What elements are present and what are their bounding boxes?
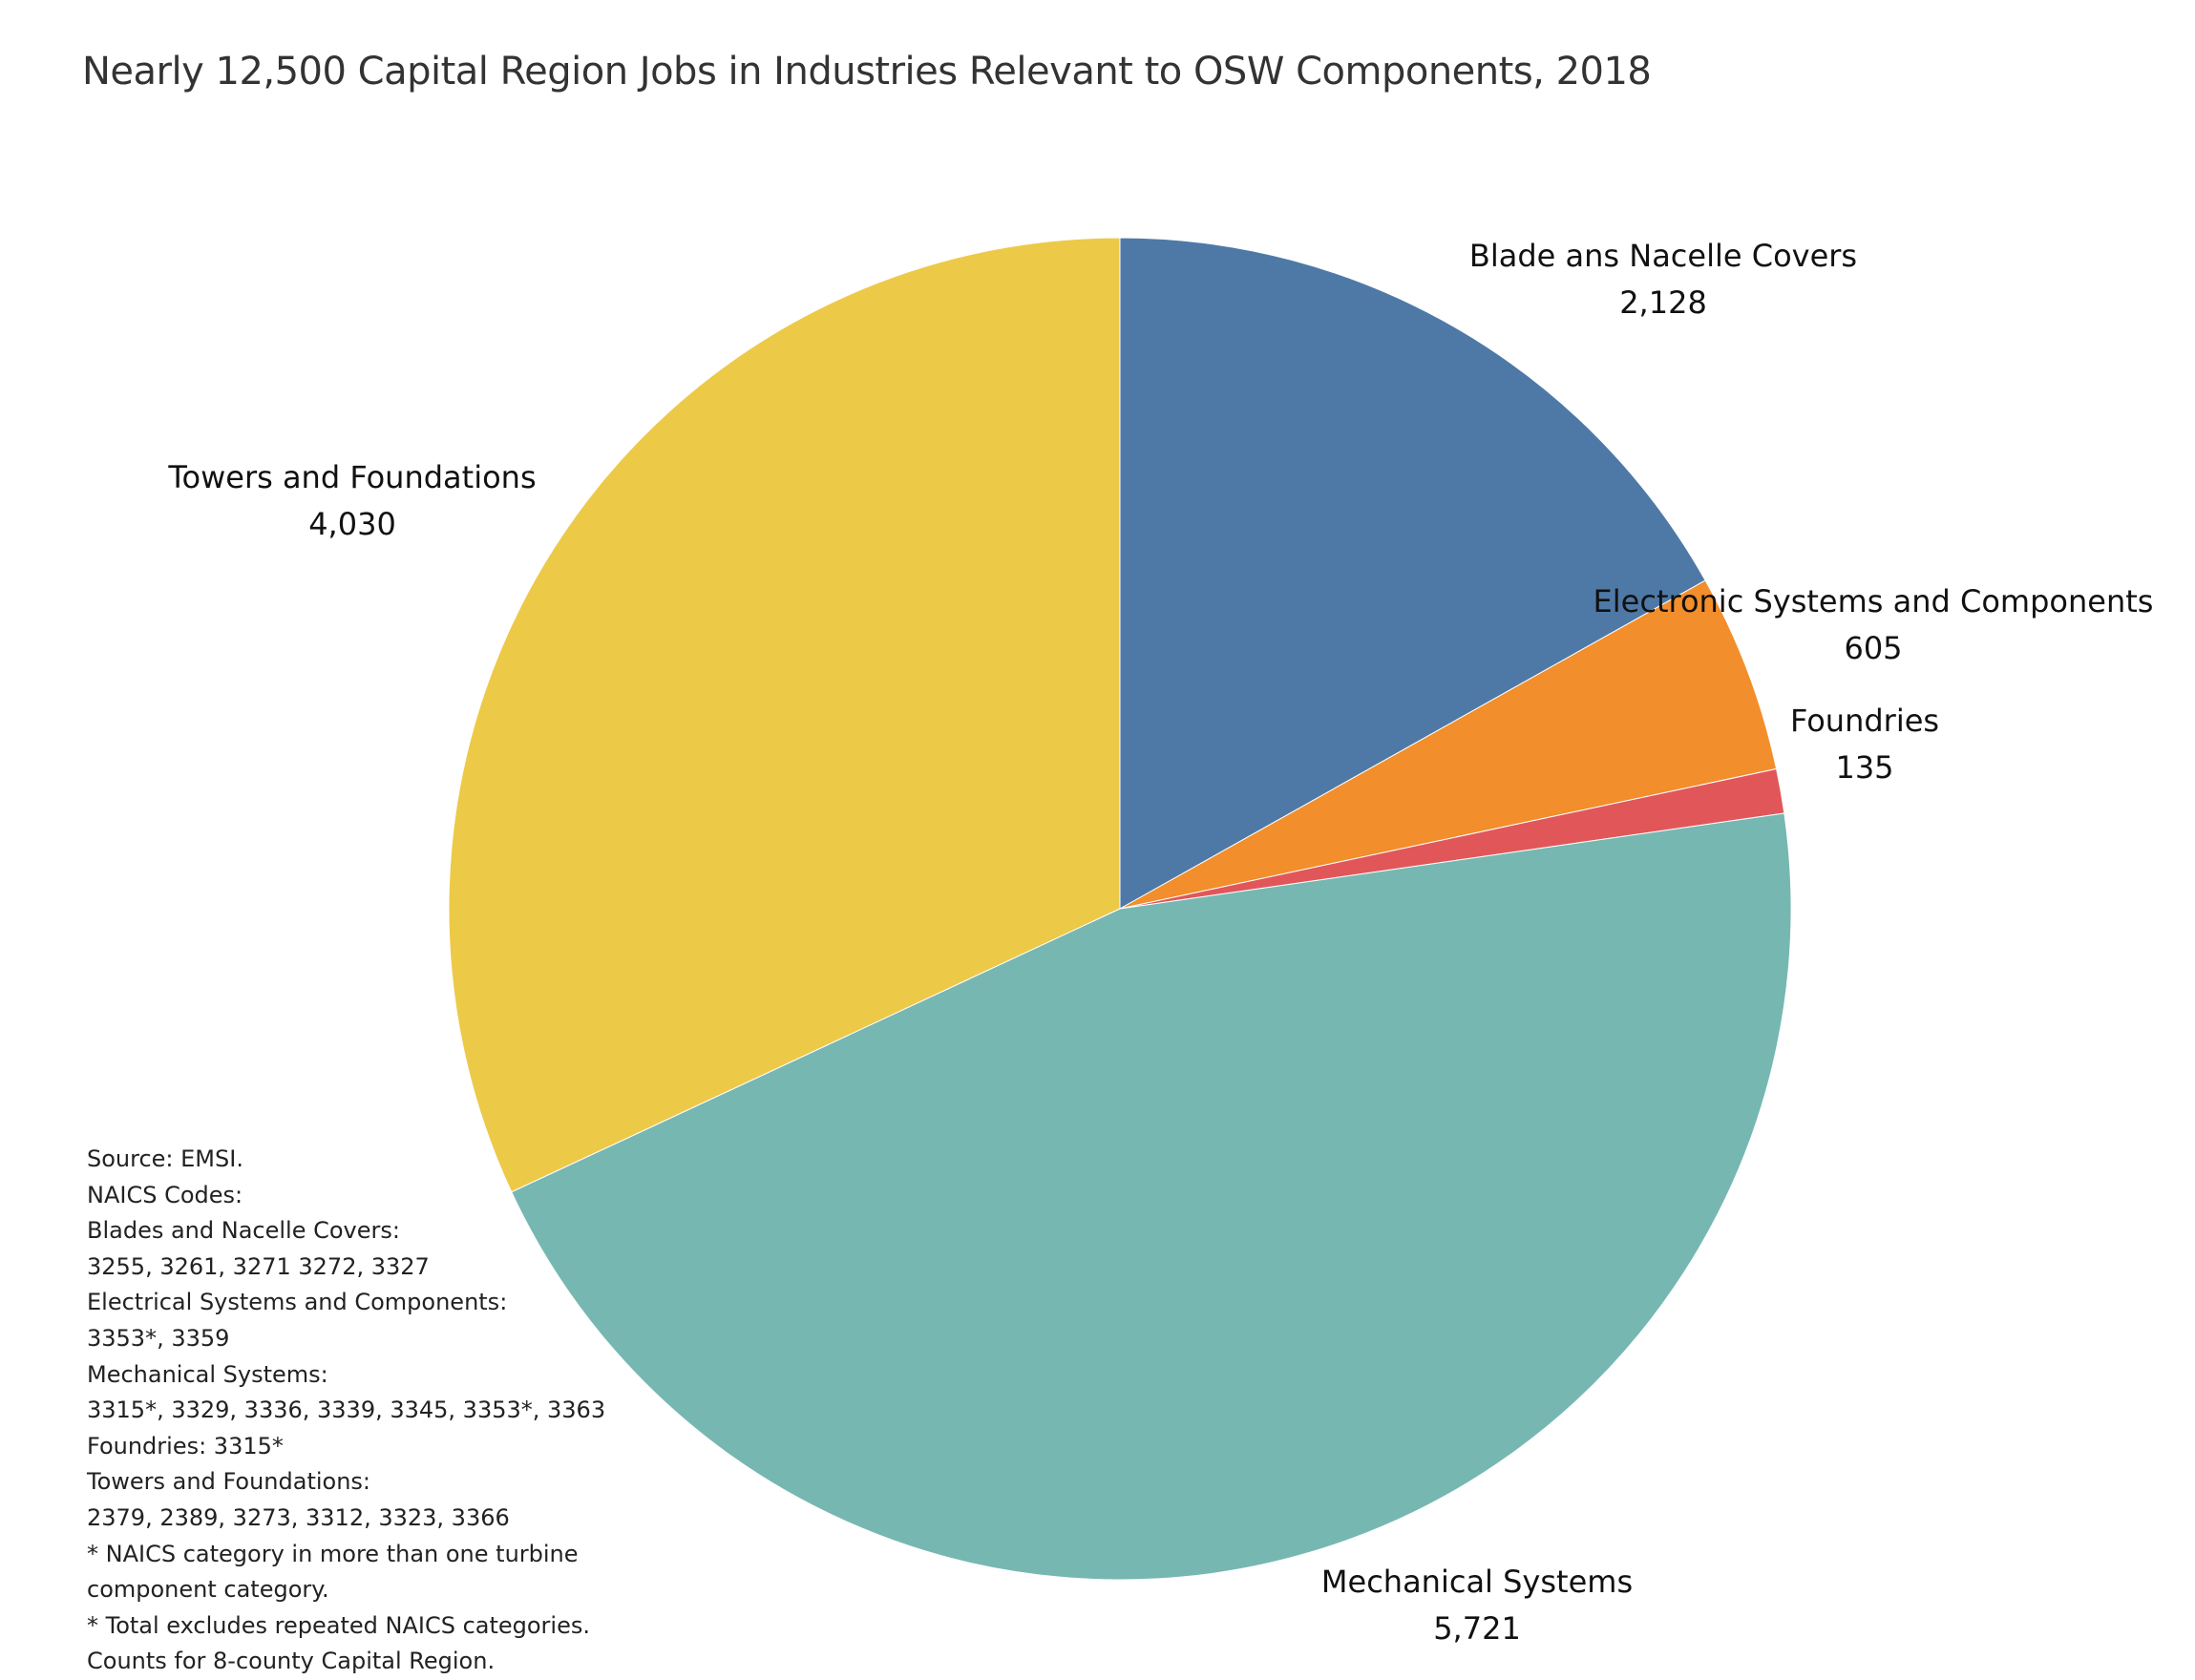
note-line: Foundries: 3315* — [87, 1432, 284, 1460]
chart-title: Nearly 12,500 Capital Region Jobs in Ind… — [82, 50, 1652, 94]
slice-value: 605 — [1844, 630, 1903, 666]
pie-slice-0 — [1119, 237, 1706, 910]
slice-value: 2,128 — [1619, 284, 1707, 321]
slice-label: Blade ans Nacelle Covers — [1468, 238, 1858, 274]
source-notes: Source: EMSI. NAICS Codes: Blades and Na… — [87, 1142, 605, 1680]
label-blade: Blade ans Nacelle Covers 2,128 — [1469, 233, 1857, 326]
slice-label: Foundries — [1789, 703, 1940, 739]
note-line: 3315*, 3329, 3336, 3339, 3345, 3353*, 33… — [87, 1396, 606, 1424]
note-line: Source: EMSI. — [87, 1145, 243, 1172]
label-towers: Towers and Foundations 4,030 — [168, 454, 536, 548]
note-line: Mechanical Systems: — [87, 1360, 328, 1388]
note-line: Electrical Systems and Components: — [87, 1289, 508, 1316]
label-electronic: Electronic Systems and Components 605 — [1593, 578, 2154, 672]
slice-label: Mechanical Systems — [1320, 1564, 1634, 1600]
label-mechanical: Mechanical Systems 5,721 — [1321, 1559, 1633, 1652]
note-line: 3255, 3261, 3271 3272, 3327 — [87, 1252, 430, 1280]
slice-label: Electronic Systems and Components — [1593, 583, 2154, 620]
slice-value: 4,030 — [308, 506, 396, 542]
note-line: 3353*, 3359 — [87, 1324, 230, 1352]
pie-slice-4 — [448, 237, 1121, 1193]
note-line: 2379, 2389, 3273, 3312, 3323, 3366 — [87, 1503, 510, 1531]
note-line: Counts for 8-county Capital Region. — [87, 1648, 496, 1675]
pie-slice-1 — [1119, 579, 1778, 910]
slice-value: 5,721 — [1433, 1610, 1521, 1647]
note-line: Blades and Nacelle Covers: — [87, 1217, 400, 1245]
slice-label: Towers and Foundations — [168, 459, 537, 495]
note-line: * NAICS category in more than one turbin… — [87, 1540, 579, 1567]
pie-slice-3 — [511, 812, 1792, 1581]
slice-value: 135 — [1835, 749, 1894, 786]
label-foundries: Foundries 135 — [1790, 698, 1939, 791]
note-line: component category. — [87, 1576, 329, 1604]
note-line: Towers and Foundations: — [87, 1468, 370, 1496]
note-line: * Total excludes repeated NAICS categori… — [87, 1611, 590, 1639]
note-line: NAICS Codes: — [87, 1181, 243, 1208]
